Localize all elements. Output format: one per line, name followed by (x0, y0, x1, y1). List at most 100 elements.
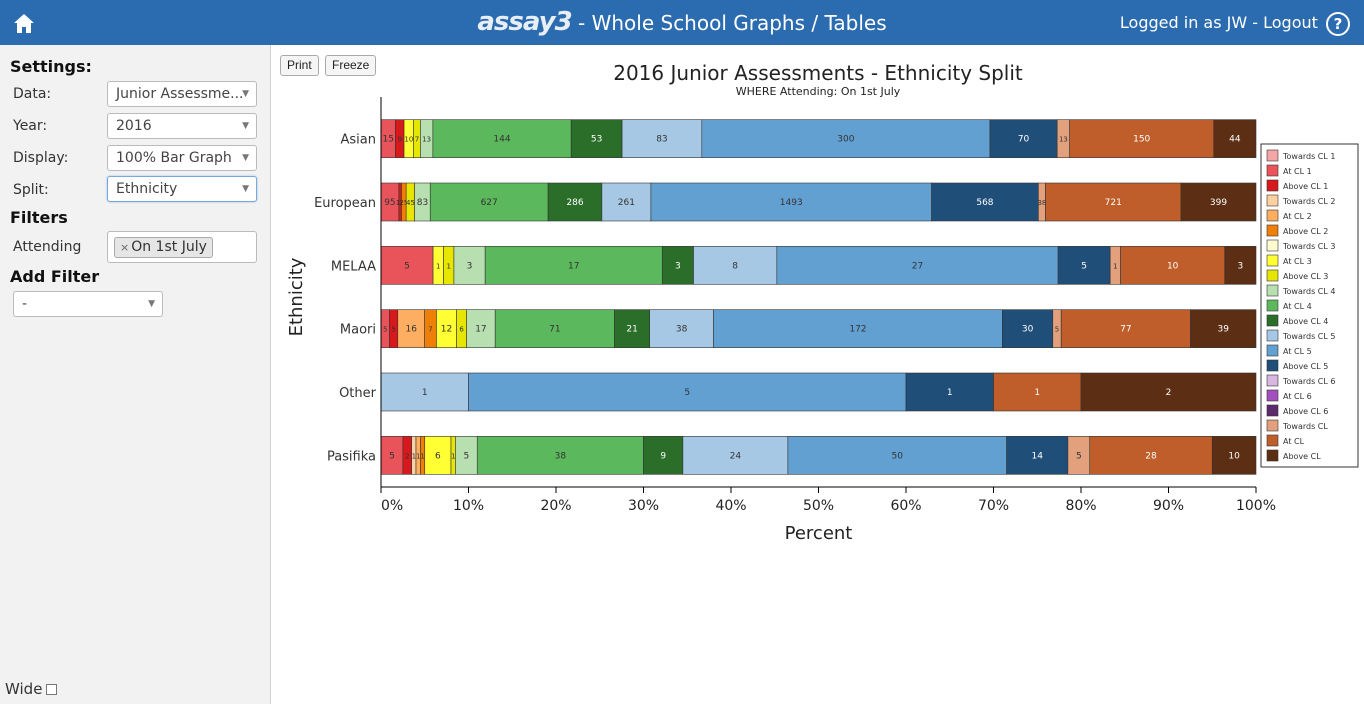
bar-segment (1190, 309, 1257, 348)
bar-segment (424, 436, 452, 475)
brand-logo[interactable]: assay3 (477, 7, 572, 37)
bar-segment (1002, 309, 1054, 348)
bar-segment (453, 246, 486, 285)
legend-entry: Towards CL 2 (1282, 197, 1335, 206)
chevron-down-icon: ▼ (242, 121, 249, 131)
legend-entry: At CL 4 (1283, 302, 1312, 311)
data-label: 6 (435, 451, 441, 461)
data-label: 6 (459, 326, 464, 334)
legend-swatch (1266, 224, 1279, 237)
legend-entry: Above CL 1 (1283, 182, 1328, 191)
year-label: Year: (13, 118, 48, 134)
data-label: 14 (1032, 451, 1044, 461)
help-icon[interactable]: ? (1326, 11, 1350, 36)
remove-tag-icon[interactable]: × (120, 241, 130, 254)
attending-filter-input[interactable]: × On 1st July (107, 231, 257, 263)
legend-swatch (1266, 149, 1279, 162)
legend-entry: At CL 6 (1283, 392, 1312, 401)
bar-segment (661, 246, 694, 285)
logout-link[interactable]: Logged in as JW - Logout (1119, 13, 1318, 32)
data-label: 1 (947, 388, 953, 398)
legend-entry: Towards CL 5 (1282, 332, 1335, 341)
print-button[interactable]: Print (280, 55, 319, 76)
legend-entry: Towards CL 1 (1282, 152, 1335, 161)
chevron-down-icon: ▼ (242, 153, 249, 163)
bar-segment (476, 436, 644, 475)
bar-segment (397, 309, 425, 348)
category-label: European (314, 196, 376, 211)
category-label: Asian (341, 133, 376, 148)
legend-entry: Above CL 5 (1283, 362, 1328, 371)
bar-segment (1045, 182, 1182, 222)
data-label: 53 (591, 135, 602, 145)
bar-segment (1224, 246, 1257, 285)
x-tick-label: 50% (803, 498, 834, 514)
data-label: 27 (912, 261, 923, 271)
display-select[interactable]: 100% Bar Graph ▼ (107, 145, 257, 171)
freeze-button[interactable]: Freeze (325, 55, 377, 76)
data-label: 38 (1037, 199, 1046, 207)
sidebar: Settings: Data: Junior Assessme... ▼ Yea… (0, 45, 271, 704)
legend-entry: Towards CL 4 (1282, 287, 1335, 296)
data-label: 1 (446, 262, 450, 270)
bar-segment (650, 182, 932, 222)
data-label: 44 (1229, 135, 1241, 145)
y-axis-label: Ethnicity (286, 257, 307, 336)
data-label: 13 (422, 136, 431, 144)
legend-entry: At CL 3 (1283, 257, 1312, 266)
data-label: 83 (417, 198, 428, 208)
bar-segment (993, 372, 1082, 412)
bar-segment (1213, 119, 1257, 158)
data-label: 7 (428, 326, 432, 334)
bar-segment (601, 182, 652, 222)
bar-segment (682, 436, 789, 475)
bar-segment (429, 182, 549, 222)
split-select[interactable]: Ethnicity ▼ (107, 176, 257, 202)
bar-segment (432, 119, 572, 158)
bar-segment (484, 246, 663, 285)
data-label: 5 (391, 326, 395, 334)
data-label: 721 (1105, 198, 1122, 208)
category-label: Pasifika (327, 449, 376, 464)
chevron-down-icon: ▼ (148, 299, 155, 309)
legend-swatch (1266, 404, 1279, 417)
attending-tag-label: On 1st July (131, 239, 207, 255)
bar-segment (1006, 436, 1069, 475)
data-label: 1 (1113, 262, 1117, 270)
wide-toggle[interactable]: Wide (5, 680, 58, 698)
bar-segment (931, 182, 1039, 222)
add-filter-value: - (22, 296, 28, 312)
legend-swatch (1266, 194, 1279, 207)
attending-label: Attending (13, 239, 82, 255)
bar-segment (570, 119, 623, 158)
bar-segment (905, 372, 994, 412)
year-select[interactable]: 2016 ▼ (107, 113, 257, 139)
data-label: 9 (660, 451, 666, 461)
home-icon[interactable] (10, 9, 38, 37)
add-filter-select[interactable]: - ▼ (13, 291, 163, 317)
data-label: 1 (451, 452, 455, 460)
data-label: 95 (384, 198, 395, 208)
bar-segment (1120, 246, 1226, 285)
data-label: 568 (976, 198, 993, 208)
legend-swatch (1266, 299, 1279, 312)
chevron-down-icon: ▼ (242, 184, 249, 194)
wide-checkbox[interactable] (46, 684, 58, 695)
legend-entry: Towards CL 6 (1282, 377, 1335, 386)
data-label: 150 (1133, 135, 1150, 145)
attending-filter-tag[interactable]: × On 1st July (114, 237, 213, 258)
data-label: 172 (849, 325, 866, 335)
legend-entry: At CL 5 (1283, 347, 1312, 356)
legend-entry: Towards CL 3 (1282, 242, 1335, 251)
bar-segment (643, 436, 684, 475)
data-label: 17 (475, 325, 486, 335)
legend-swatch (1266, 344, 1279, 357)
x-axis-label: Percent (785, 523, 853, 544)
bar-segment (380, 372, 469, 412)
data-label: 300 (837, 135, 854, 145)
data-select[interactable]: Junior Assessme... ▼ (107, 81, 257, 107)
bar-segment (776, 246, 1059, 285)
legend-entry: At CL 2 (1283, 212, 1312, 221)
legend-swatch (1266, 419, 1279, 432)
data-label: 261 (618, 198, 635, 208)
